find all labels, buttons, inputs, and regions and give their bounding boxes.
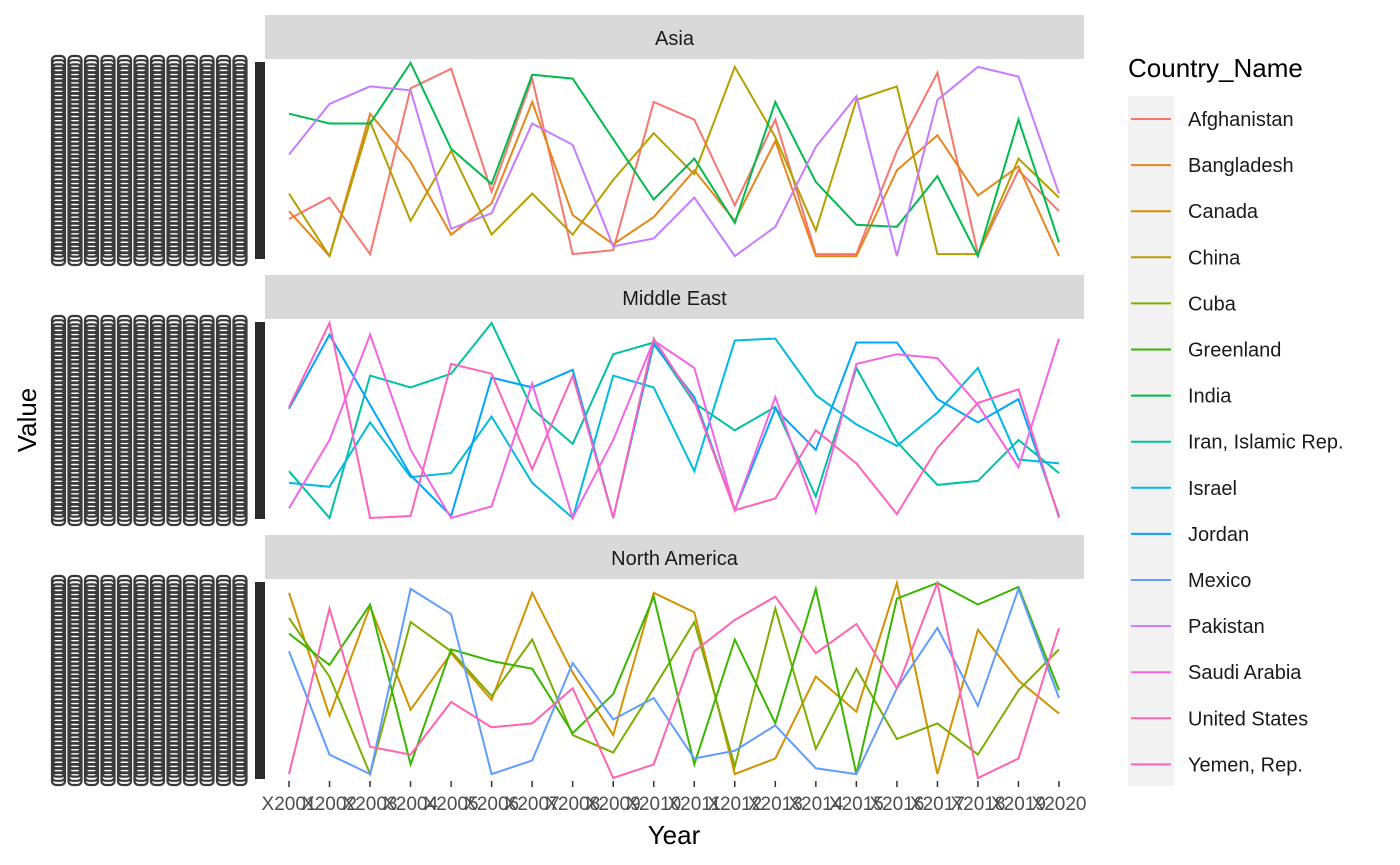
y-axis-ticks <box>255 322 265 519</box>
legend-label: Pakistan <box>1188 616 1265 638</box>
facet-strip <box>265 535 1084 579</box>
series-line-china <box>288 64 1060 259</box>
facet-strip <box>265 15 1084 59</box>
legend-item: Jordan <box>1131 524 1249 546</box>
series-line-yemen-rep- <box>288 319 1060 520</box>
series-line-israel <box>288 337 1060 520</box>
x-tick-label: X2009 <box>586 794 641 815</box>
y-axis-title: Value <box>12 388 42 453</box>
legend-item: Pakistan <box>1131 616 1265 638</box>
x-tick-label: X2006 <box>464 794 519 815</box>
y-axis-tick-labels-overplotted <box>50 574 248 787</box>
x-tick-label: X2003 <box>343 794 398 815</box>
series-line-afghanistan <box>288 67 1060 258</box>
x-tick-label: X2016 <box>869 794 924 815</box>
series-line-mexico <box>288 585 1060 776</box>
x-tick-label: X2002 <box>302 794 357 815</box>
series-line-jordan <box>288 332 1060 519</box>
legend-label: Greenland <box>1188 340 1281 362</box>
facet-strip-label: North America <box>611 548 739 570</box>
series-line-pakistan <box>288 65 1060 258</box>
series-line-saudi-arabia <box>288 331 1060 521</box>
y-axis-tick-labels-overplotted <box>50 314 248 527</box>
legend-item: United States <box>1131 708 1308 730</box>
x-tick-label: X2008 <box>545 794 600 815</box>
y-axis-ticks <box>255 582 265 779</box>
facet-panel-north-america: North America <box>50 535 1084 787</box>
facet-strip-label: Asia <box>655 28 695 50</box>
legend-label: Bangladesh <box>1188 155 1294 177</box>
legend-item: Yemen, Rep. <box>1131 754 1303 776</box>
x-tick-label: X2010 <box>626 794 681 815</box>
legend-label: Saudi Arabia <box>1188 662 1302 684</box>
legend-item: India <box>1131 386 1232 408</box>
legend-item: Mexico <box>1131 570 1251 592</box>
legend-item: China <box>1131 247 1241 269</box>
x-tick-label: X2019 <box>991 794 1046 815</box>
legend-label: Afghanistan <box>1188 109 1294 131</box>
series-line-united-states <box>288 579 1060 780</box>
facet-strip <box>265 275 1084 319</box>
legend-item: Greenland <box>1131 340 1281 362</box>
legend-label: India <box>1188 386 1232 408</box>
x-tick-label: X2020 <box>1032 794 1087 815</box>
y-axis-tick-labels-overplotted <box>50 54 248 267</box>
legend-title: Country_Name <box>1128 53 1303 83</box>
x-tick-label: X2015 <box>829 794 884 815</box>
x-tick-label: X2004 <box>383 794 438 815</box>
facet-panel-asia: Asia <box>50 15 1084 267</box>
x-axis: X2001X2002X2003X2004X2005X2006X2007X2008… <box>262 781 1087 815</box>
x-tick-label: X2001 <box>262 794 317 815</box>
x-tick-label: X2011 <box>667 794 721 815</box>
series-line-iran-islamic-rep- <box>288 321 1060 521</box>
legend-label: Jordan <box>1188 524 1249 546</box>
series-line-bangladesh <box>288 99 1060 259</box>
x-tick-label: X2012 <box>707 794 762 815</box>
legend-item: Afghanistan <box>1131 109 1294 131</box>
x-tick-label: X2013 <box>748 794 803 815</box>
legend-item: Canada <box>1131 201 1259 223</box>
x-axis-title: Year <box>648 820 701 850</box>
legend-item: Iran, Islamic Rep. <box>1131 432 1344 454</box>
facet-panel-middle-east: Middle East <box>50 275 1084 527</box>
legend-label: United States <box>1188 708 1308 730</box>
legend-label: Iran, Islamic Rep. <box>1188 432 1344 454</box>
legend-item: Saudi Arabia <box>1131 662 1302 684</box>
x-tick-label: X2017 <box>910 794 965 815</box>
x-tick-label: X2007 <box>505 794 560 815</box>
y-axis-ticks <box>255 62 265 259</box>
legend: Country_Name Afghanistan Bangladesh Canada… <box>1128 53 1344 786</box>
legend-label: Mexico <box>1188 570 1251 592</box>
legend-label: Yemen, Rep. <box>1188 754 1303 776</box>
x-tick-label: X2014 <box>788 794 843 815</box>
legend-label: Israel <box>1188 478 1237 500</box>
x-tick-label: X2018 <box>950 794 1005 815</box>
facet-panels: Asia Middle East North America <box>50 15 1084 787</box>
series-line-india <box>288 60 1060 259</box>
series-line-cuba <box>288 604 1060 778</box>
legend-item: Cuba <box>1131 293 1237 315</box>
legend-label: Cuba <box>1188 293 1237 315</box>
legend-item: Bangladesh <box>1131 155 1294 177</box>
facet-strip-label: Middle East <box>622 288 727 310</box>
legend-label: Canada <box>1188 201 1259 223</box>
legend-label: China <box>1188 247 1241 269</box>
series-line-canada <box>288 579 1060 776</box>
legend-item: Israel <box>1131 478 1237 500</box>
x-tick-label: X2005 <box>424 794 479 815</box>
